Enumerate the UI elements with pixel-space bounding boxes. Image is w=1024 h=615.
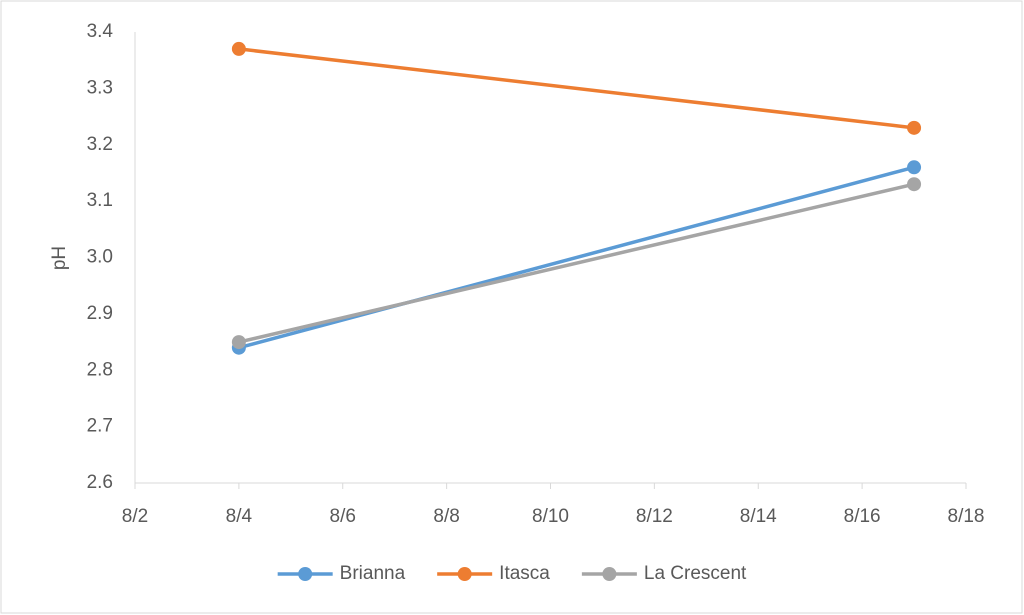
series-line [238,165,915,350]
data-point [907,177,922,192]
y-tick-label: 2.9 [87,303,113,324]
series-line [238,182,915,344]
data-point [231,335,246,350]
x-tick-label: 8/4 [226,506,253,527]
legend-marker [457,567,472,581]
legend-label: La Crescent [644,563,747,584]
legend-marker [602,567,617,581]
data-point [907,120,922,135]
y-tick-label: 3.0 [87,247,113,268]
y-axis-label: pH [49,246,70,270]
legend-item: Itasca [437,563,550,584]
data-point [231,41,246,56]
legend-label: Brianna [340,563,406,584]
x-tick-label: 8/16 [844,506,881,527]
x-tick-label: 8/14 [740,506,777,527]
y-tick-label: 3.1 [87,190,113,211]
x-tick-label: 8/8 [433,506,459,527]
x-tick-label: 8/18 [948,506,985,527]
y-tick-label: 2.7 [87,416,113,437]
y-tick-label: 3.3 [87,77,113,98]
y-tick-label: 3.4 [87,21,114,42]
data-point [907,160,922,175]
series-line [238,47,915,130]
legend-item: Brianna [277,563,406,584]
y-tick-label: 3.2 [87,134,113,155]
legend-marker [298,567,313,581]
x-tick-label: 8/6 [330,506,356,527]
legend-label: Itasca [499,563,550,584]
legend-item: La Crescent [581,563,747,584]
y-tick-label: 2.6 [87,472,113,493]
x-tick-label: 8/10 [532,506,569,527]
x-tick-label: 8/12 [636,506,673,527]
x-tick-label: 8/2 [122,506,148,527]
y-tick-label: 2.8 [87,359,113,380]
